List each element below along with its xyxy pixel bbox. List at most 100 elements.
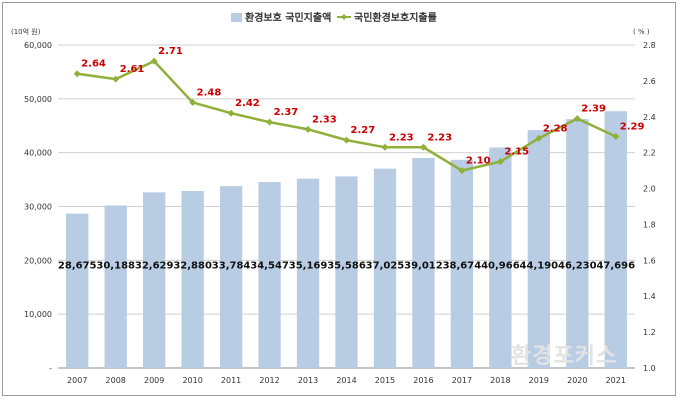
bar (181, 190, 204, 368)
bar (412, 157, 435, 368)
rate-point (150, 57, 158, 65)
rate-value-label: 2.33 (312, 114, 337, 125)
rate-point (73, 70, 81, 78)
rate-value-label: 2.42 (235, 98, 260, 109)
bar-value-label: 34,547 (250, 260, 289, 271)
combo-chart: 환경보호 국민지출액 국민환경보호지출률 (10억 원) ( % ) 28,67… (11, 11, 656, 385)
chart-frame: 환경보호 국민지출액 국민환경보호지출률 (10억 원) ( % ) 28,67… (2, 2, 676, 396)
legend-line-marker (341, 14, 347, 20)
right-tick-label: 1.0 (643, 364, 656, 373)
bar (66, 213, 89, 368)
rate-line: 2.64 2.61 2.71 2.48 2.42 2.37 2.33 2.27 2.23 2.23… (73, 46, 645, 175)
bar-value-label: 37,025 (366, 260, 405, 271)
bar-value-label: 40,966 (481, 260, 520, 271)
rate-value-label: 2.64 (81, 59, 106, 70)
left-tick-label: - (49, 364, 52, 373)
legend-bar-label: 환경보호 국민지출액 (245, 11, 331, 24)
rate-point (343, 136, 350, 144)
rate-value-label: 2.27 (351, 125, 376, 136)
x-tick-label: 2011 (221, 376, 241, 385)
bar (489, 147, 512, 368)
rate-point (458, 167, 466, 175)
legend-bar-swatch (231, 13, 242, 22)
bar-value-label: 32,880 (173, 260, 212, 271)
rate-value-label: 2.37 (274, 107, 299, 118)
right-tick-label: 1.4 (643, 292, 656, 301)
bar-value-label: 47,696 (596, 260, 635, 271)
bar-value-label: 30,188 (96, 260, 135, 271)
left-tick-label: 10,000 (24, 310, 52, 319)
right-tick-label: 2.0 (643, 185, 656, 194)
rate-value-label: 2.23 (389, 132, 414, 143)
right-tick-label: 2.4 (643, 113, 656, 122)
bar-value-label: 35,169 (289, 260, 328, 271)
x-tick-label: 2017 (452, 376, 472, 385)
bar-value-label: 46,230 (558, 260, 597, 271)
bar-value-label: 38,674 (443, 260, 482, 271)
left-tick-label: 20,000 (24, 256, 52, 265)
right-tick-label: 1.8 (643, 220, 656, 229)
bar (604, 111, 627, 368)
rate-value-label: 2.71 (158, 46, 183, 57)
x-tick-label: 2020 (567, 376, 587, 385)
rate-point (189, 98, 197, 106)
rate-point (112, 75, 120, 83)
rate-point (535, 134, 543, 142)
x-tick-label: 2015 (375, 376, 395, 385)
rate-point (227, 109, 235, 117)
right-tick-label: 1.2 (643, 328, 656, 337)
bar-value-label: 28,675 (58, 260, 97, 271)
rate-point (573, 115, 581, 123)
legend-line-label: 국민환경보호지출률 (354, 11, 437, 24)
x-tick-label: 2018 (490, 376, 510, 385)
right-tick-label: 2.8 (643, 41, 656, 50)
x-tick-label: 2016 (413, 376, 433, 385)
watermark: 환경포커스 (511, 344, 617, 369)
x-tick-label: 2012 (259, 376, 279, 385)
bar-value-label: 35,586 (327, 260, 366, 271)
bars (66, 111, 627, 368)
rate-value-label: 2.10 (466, 156, 491, 167)
rate-value-label: 2.39 (581, 104, 606, 115)
x-tick-label: 2007 (67, 376, 87, 385)
left-axis-unit: (10억 원) (11, 27, 41, 36)
rate-point (266, 118, 274, 126)
bar-value-label: 32,629 (135, 260, 174, 271)
right-axis-ticks: 1.0 1.2 1.4 1.6 1.8 2.0 2.2 2.4 2.6 2.8 (643, 41, 656, 373)
bar (258, 182, 281, 368)
rate-value-label: 2.61 (120, 64, 145, 75)
rate-value-label: 2.15 (504, 147, 529, 158)
left-tick-label: 50,000 (24, 95, 52, 104)
bar (104, 205, 127, 368)
left-tick-label: 30,000 (24, 203, 52, 212)
bar (219, 186, 243, 368)
bar (373, 168, 397, 368)
left-axis-ticks: - 10,000 20,000 30,000 40,000 50,000 60,000 (24, 41, 52, 373)
bar-value-label: 39,012 (404, 260, 443, 271)
right-tick-label: 2.2 (643, 149, 656, 158)
right-tick-label: 1.6 (643, 256, 656, 265)
x-tick-label: 2014 (336, 376, 356, 385)
bar-labels: 28,675 30,188 32,629 32,880 33,784 34,547 35,1… (58, 260, 635, 271)
x-tick-label: 2021 (606, 376, 626, 385)
rate-point (496, 158, 504, 166)
x-tick-label: 2019 (529, 376, 549, 385)
bar-value-label: 44,190 (520, 260, 559, 271)
rate-point (419, 143, 427, 151)
rate-value-label: 2.29 (620, 122, 645, 133)
rate-point (304, 125, 312, 133)
x-tick-label: 2008 (106, 376, 126, 385)
left-tick-label: 40,000 (24, 149, 52, 158)
x-tick-label: 2009 (144, 376, 164, 385)
x-axis-ticks: 2007 2008 2009 2010 2011 2012 2013 2014 2015 2016… (67, 376, 626, 385)
bar (566, 119, 589, 368)
rate-point (612, 133, 620, 141)
bar-value-label: 33,784 (212, 260, 251, 271)
legend: 환경보호 국민지출액 국민환경보호지출률 (231, 11, 437, 24)
right-tick-label: 2.6 (643, 77, 656, 86)
x-tick-label: 2010 (182, 376, 202, 385)
rate-value-label: 2.23 (427, 132, 452, 143)
bar (527, 130, 550, 368)
bar (450, 159, 474, 368)
right-axis-unit: ( % ) (633, 28, 650, 36)
